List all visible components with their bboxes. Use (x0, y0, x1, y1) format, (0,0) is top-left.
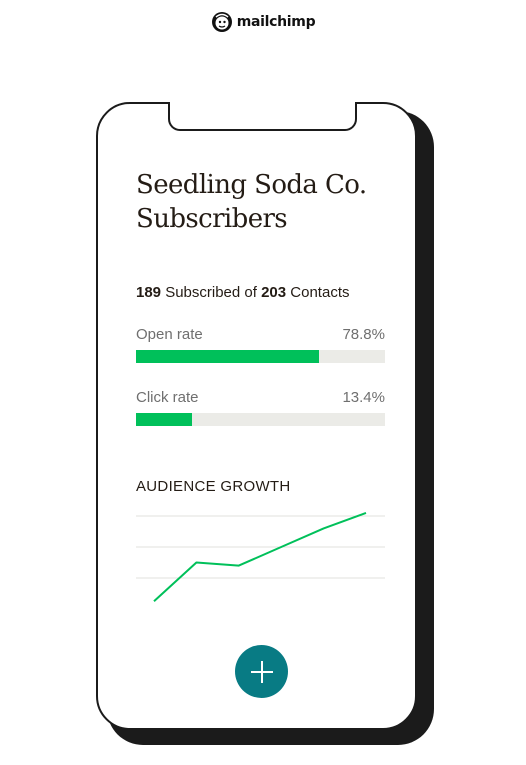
page-title: Seedling Soda Co. Subscribers (136, 168, 367, 236)
subscriber-summary: 189 Subscribed of 203 Contacts (136, 284, 350, 301)
audience-growth-heading: AUDIENCE GROWTH (136, 478, 291, 495)
open-rate-bar-track (136, 350, 385, 363)
click-rate-bar-fill (136, 413, 193, 426)
subscribed-text: Subscribed of (161, 284, 262, 301)
plus-icon (250, 660, 273, 683)
click-rate-metric: Click rate 13.4% (136, 389, 385, 426)
title-line-2: Subscribers (136, 204, 288, 234)
open-rate-value: 78.8% (342, 326, 385, 343)
click-rate-label: Click rate (136, 389, 199, 406)
mailchimp-logo: mailchimp (0, 11, 526, 33)
brand-name: mailchimp (236, 14, 316, 30)
open-rate-label: Open rate (136, 326, 203, 343)
audience-growth-chart (136, 511, 385, 603)
phone-notch (168, 102, 357, 131)
phone-frame: Seedling Soda Co. Subscribers 189 Subscr… (96, 102, 417, 730)
contacts-text: Contacts (286, 284, 350, 301)
subscribed-count: 189 (136, 284, 162, 301)
click-rate-value: 13.4% (342, 389, 385, 406)
add-button[interactable] (235, 645, 288, 698)
freddie-logo-icon (211, 12, 232, 32)
title-line-1: Seedling Soda Co. (136, 170, 367, 200)
click-rate-bar-track (136, 413, 385, 426)
growth-series-line (153, 511, 367, 603)
open-rate-bar-fill (136, 350, 319, 363)
open-rate-metric: Open rate 78.8% (136, 326, 385, 363)
contacts-count: 203 (261, 284, 287, 301)
